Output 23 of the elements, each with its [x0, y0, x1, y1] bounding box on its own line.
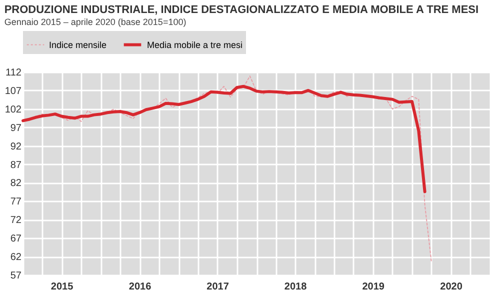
x-tick-label: 2020: [440, 282, 463, 292]
x-tick-label: 2016: [128, 282, 152, 292]
chart-subtitle: Gennaio 2015 – aprile 2020 (base 2015=100): [4, 17, 186, 27]
y-tick-label: 97: [10, 122, 22, 134]
x-tick-label: 2017: [206, 282, 230, 292]
y-tick-label: 92: [10, 141, 22, 152]
chart-title: PRODUZIONE INDUSTRIALE, INDICE DESTAGIONALIZZATO E MEDIA MOBILE A TRE MESI: [4, 4, 479, 16]
y-tick-label: 87: [10, 160, 22, 171]
y-tick-label: 112: [6, 68, 22, 78]
x-tick-label: 2015: [50, 282, 74, 292]
y-tick-label: 57: [10, 270, 22, 282]
legend-label: Media mobile a tre mesi: [147, 40, 243, 50]
y-tick-label: 82: [10, 178, 22, 190]
y-tick-label: 77: [10, 196, 22, 208]
y-tick-label: 67: [10, 234, 22, 245]
y-tick-label: 107: [4, 86, 22, 97]
y-tick-label: 62: [10, 252, 22, 264]
y-tick-label: 72: [10, 215, 22, 226]
line-series: [22, 84, 426, 194]
x-tick-label: 2019: [362, 282, 385, 292]
x-tick-label: 2018: [284, 282, 308, 292]
legend-label: Indice mensile: [49, 40, 107, 50]
y-tick-label: 102: [4, 104, 22, 116]
